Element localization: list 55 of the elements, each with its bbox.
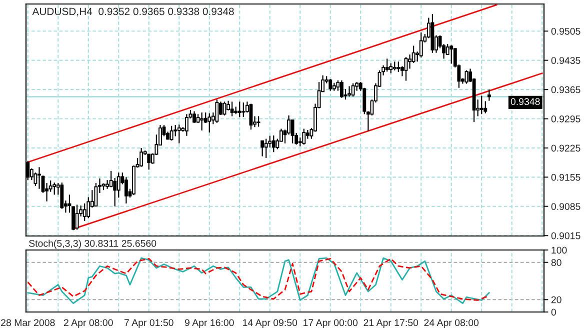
ref-line-label: 0.9348 [510, 98, 540, 106]
y-tick-label: 0.9365 [551, 86, 580, 94]
candlestick [230, 101, 234, 117]
candlestick [264, 138, 268, 159]
candlestick [94, 182, 98, 207]
candlestick [242, 102, 246, 118]
candlestick [52, 182, 56, 196]
candlestick [170, 125, 174, 141]
candlestick [75, 204, 79, 230]
candlestick [404, 56, 408, 82]
y-tick-label: 0 [551, 308, 556, 316]
candlestick [256, 116, 260, 128]
candlestick [184, 114, 188, 136]
y-tick-label: 100 [552, 246, 567, 254]
candlestick [38, 166, 41, 190]
x-tick-label: 7 Apr 01:50 [124, 319, 174, 328]
y-tick-label: 0.9225 [551, 144, 580, 152]
candlestick [396, 61, 400, 73]
x-tick-label: 9 Apr 16:00 [184, 319, 234, 328]
candlestick [487, 88, 491, 102]
candlestick [113, 177, 117, 207]
candlestick [192, 110, 196, 124]
chart-title: AUDUSD,H4 0.9352 0.9365 0.9338 0.9348 [32, 8, 234, 16]
y-tick-label: 0.9015 [551, 232, 580, 240]
candlestick [140, 147, 144, 168]
candlestick [385, 58, 389, 72]
candlestick [60, 182, 64, 210]
x-tick-label: 14 Apr 09:50 [243, 319, 298, 328]
y-tick-label: 0.9295 [551, 115, 580, 122]
candlestick [200, 112, 204, 131]
candlestick [272, 134, 276, 153]
x-tick-label: 21 Apr 17:50 [364, 319, 418, 328]
x-tick-label: 2 Apr 08:00 [64, 319, 113, 328]
candlestick [464, 70, 468, 84]
candlestick [82, 202, 86, 222]
candlestick [215, 99, 219, 124]
candlestick [260, 140, 264, 157]
candlestick [408, 54, 412, 70]
x-tick-label: 28 Mar 2008 [1, 319, 55, 326]
chart-title: Stoch(5,3,3) 30.8311 25.6560 [29, 240, 156, 249]
y-tick-label: 20 [551, 296, 562, 304]
candlestick [340, 80, 344, 98]
candlestick [106, 180, 110, 190]
candlestick [348, 86, 351, 98]
candlestick [290, 119, 294, 144]
y-tick-label: 80 [551, 259, 562, 266]
candlestick [124, 176, 128, 204]
y-tick-label: 0.9435 [551, 57, 580, 64]
candlestick [351, 82, 355, 98]
x-tick-label: 17 Apr 00:00 [304, 319, 358, 328]
y-tick-label: 0.9155 [551, 174, 580, 181]
y-tick-label: 0.9085 [551, 203, 580, 210]
candlestick [302, 128, 306, 146]
x-tick-label: 24 Apr 08:00 [424, 319, 479, 328]
y-tick-label: 0.9505 [551, 28, 580, 35]
